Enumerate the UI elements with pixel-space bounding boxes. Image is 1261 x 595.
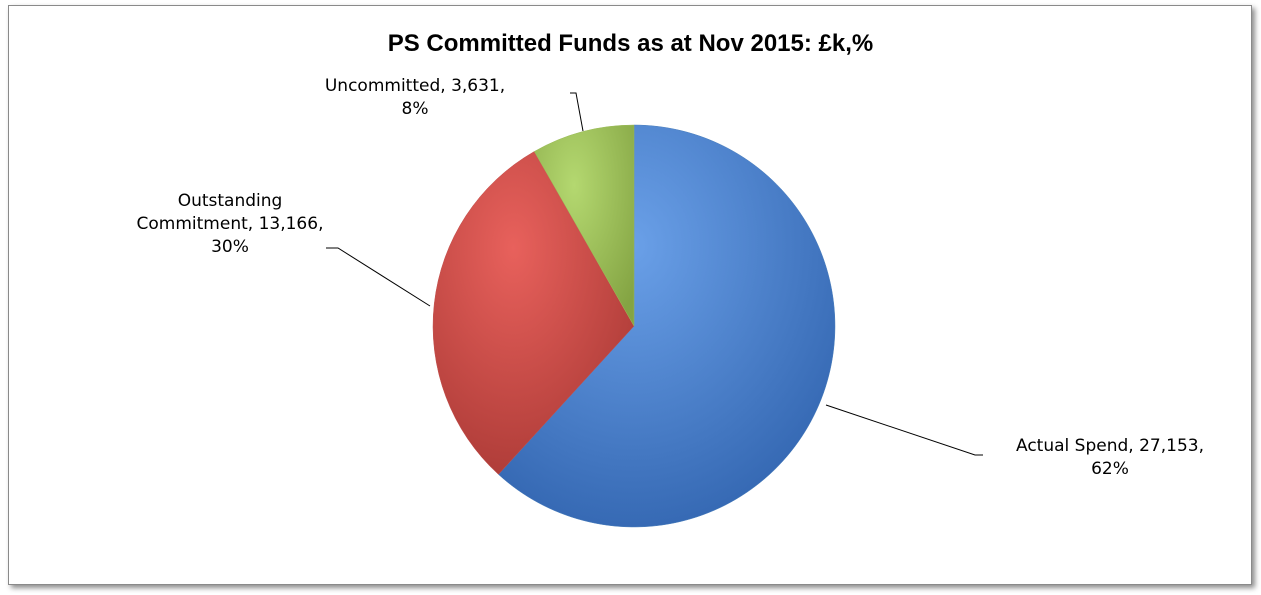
- label-separator: ,: [499, 76, 506, 96]
- label-value: 27,153: [1139, 436, 1199, 456]
- label-value: 13,166: [258, 214, 319, 234]
- pie-slice: [432, 151, 635, 475]
- label-separator: ,: [247, 214, 259, 234]
- label-separator: ,: [1198, 436, 1204, 456]
- leader-line: [570, 92, 584, 132]
- data-label: Uncommitted, 3,631, 8%: [320, 75, 510, 121]
- chart-title: PS Committed Funds as at Nov 2015: £k,%: [387, 30, 874, 57]
- data-label: Outstanding Commitment, 13,166, 30%: [130, 190, 330, 259]
- pie-slice: [498, 124, 836, 528]
- label-category: Actual Spend: [1016, 436, 1129, 456]
- data-label: Actual Spend, 27,153, 62%: [985, 435, 1235, 481]
- leader-line: [326, 247, 431, 307]
- label-percent: 30%: [211, 237, 249, 257]
- leader-line: [825, 404, 983, 456]
- label-value: 3,631: [451, 76, 500, 96]
- pie-slice: [533, 124, 635, 327]
- label-separator: ,: [318, 214, 324, 234]
- label-percent: 62%: [1091, 459, 1129, 479]
- label-category: Outstanding Commitment: [136, 191, 283, 234]
- label-separator: ,: [1128, 436, 1140, 456]
- label-category: Uncommitted: [324, 76, 441, 96]
- label-separator: ,: [440, 76, 452, 96]
- label-percent: 8%: [401, 99, 429, 119]
